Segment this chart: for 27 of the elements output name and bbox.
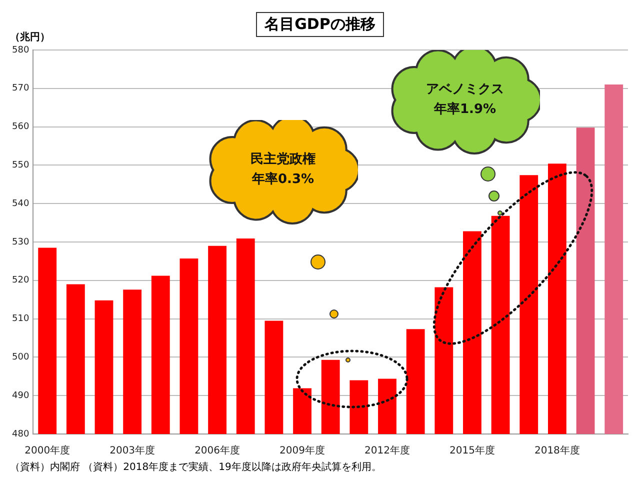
y-axis-title: （兆円） bbox=[10, 30, 50, 44]
annotation: 民主党政権 bbox=[250, 150, 316, 169]
thought-cloud: アベノミクス 年率1.9% bbox=[390, 50, 540, 216]
annotation: 年率1.9% bbox=[432, 100, 498, 119]
annotation: 年率0.3% bbox=[250, 170, 316, 189]
x-tick-label: 2006年度 bbox=[194, 444, 240, 457]
thought-cloud: 民主党政権 年率0.3% bbox=[208, 120, 358, 363]
y-tick-label: 490 bbox=[12, 390, 30, 401]
x-tick-label: 2009年度 bbox=[280, 444, 325, 457]
y-tick-label: 510 bbox=[12, 314, 30, 324]
y-tick-label: 520 bbox=[12, 276, 30, 286]
y-tick-label: 550 bbox=[12, 160, 30, 171]
y-tick-label: 540 bbox=[12, 198, 30, 209]
x-tick-label: 2015年度 bbox=[449, 444, 495, 457]
x-tick-label: 2012年度 bbox=[364, 444, 410, 457]
y-tick-label: 500 bbox=[12, 352, 30, 363]
chart-title: 名目GDPの推移 bbox=[256, 12, 384, 37]
annotation: アベノミクス bbox=[426, 81, 504, 99]
x-tick-label: 2003年度 bbox=[110, 444, 156, 457]
x-tick-label: 2018年度 bbox=[534, 444, 580, 457]
y-tick-label: 570 bbox=[12, 84, 30, 94]
x-tick-label: 2000年度 bbox=[24, 444, 70, 457]
y-tick-label: 530 bbox=[12, 237, 30, 248]
y-tick-label: 480 bbox=[12, 429, 30, 440]
y-tick-label: 560 bbox=[12, 122, 30, 132]
y-tick-label: 580 bbox=[12, 45, 30, 56]
text: （資料）内閣府 （資料）2018年度まで実績、19年度以降は政府年央試算を利用。 bbox=[10, 460, 382, 474]
